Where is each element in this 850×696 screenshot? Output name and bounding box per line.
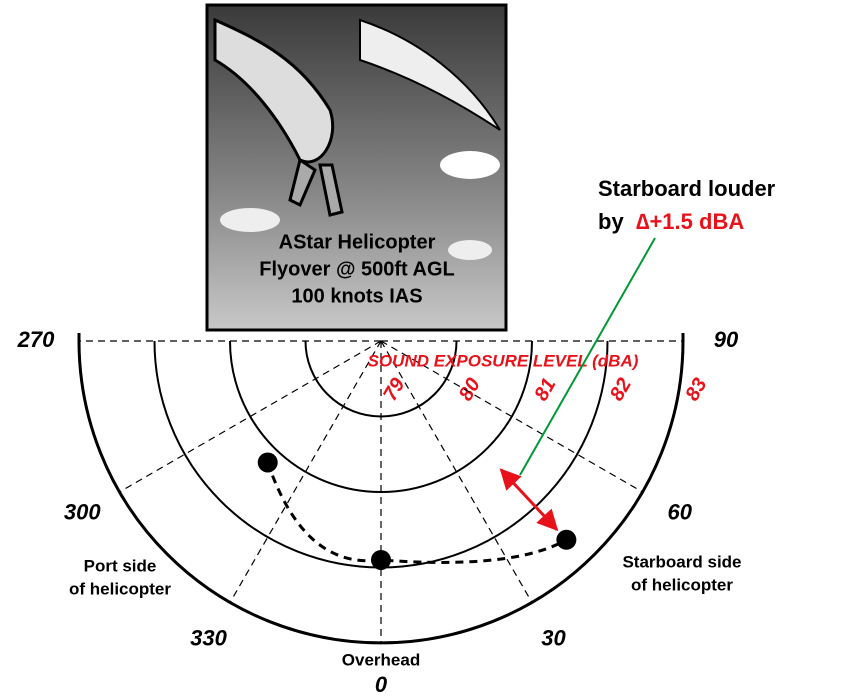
theta-tick-label: 0 xyxy=(375,672,388,696)
r-tick-label: 81 xyxy=(530,375,560,405)
spoke xyxy=(380,340,643,493)
image-caption: AStar Helicopter xyxy=(279,231,436,253)
callout: by xyxy=(598,209,624,234)
callout: Starboard louder xyxy=(598,176,776,201)
theta-tick-label: 90 xyxy=(714,327,739,352)
theta-tick-label: 270 xyxy=(17,327,55,352)
spoke xyxy=(229,340,382,603)
image-caption: Flyover @ 500ft AGL xyxy=(259,258,454,280)
data-point xyxy=(257,452,278,473)
side-label: of helicopter xyxy=(631,575,733,594)
data-point xyxy=(371,549,391,570)
r-tick-label: 82 xyxy=(606,375,636,405)
data-point xyxy=(556,529,577,550)
r-tick-label: 83 xyxy=(681,375,711,405)
helicopter-image xyxy=(205,3,508,332)
r-tick-label: 79 xyxy=(379,374,410,405)
curve xyxy=(266,461,568,564)
callout-line xyxy=(519,237,656,476)
spoke xyxy=(119,340,382,493)
theta-tick-label: 330 xyxy=(190,626,227,651)
difference-arrow xyxy=(499,468,559,532)
side-label: Starboard side xyxy=(622,552,741,571)
image-caption: 100 knots IAS xyxy=(291,285,422,307)
spoke xyxy=(380,340,533,603)
side-label: of helicopter xyxy=(69,579,171,598)
side-label: Port side xyxy=(84,556,157,575)
callout: ∆+1.5 dBA xyxy=(636,209,744,234)
theta-tick-label: 30 xyxy=(541,626,566,651)
axis-title: SOUND EXPOSURE LEVEL (dBA) xyxy=(368,351,639,370)
theta-tick-label: 300 xyxy=(64,499,101,524)
theta-tick-label: 60 xyxy=(668,499,693,524)
overhead-label: Overhead xyxy=(342,650,420,669)
r-tick-label: 80 xyxy=(455,375,485,405)
